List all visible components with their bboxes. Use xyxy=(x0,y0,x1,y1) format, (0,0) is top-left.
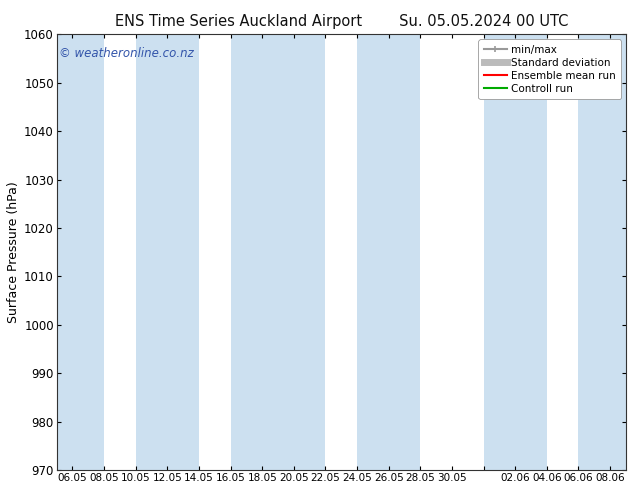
Bar xyxy=(231,34,325,470)
Bar xyxy=(357,34,420,470)
Text: © weatheronline.co.nz: © weatheronline.co.nz xyxy=(60,48,194,60)
Bar xyxy=(484,34,547,470)
Legend: min/max, Standard deviation, Ensemble mean run, Controll run: min/max, Standard deviation, Ensemble me… xyxy=(479,39,621,99)
Bar xyxy=(578,34,634,470)
Bar xyxy=(136,34,199,470)
Title: ENS Time Series Auckland Airport        Su. 05.05.2024 00 UTC: ENS Time Series Auckland Airport Su. 05.… xyxy=(115,14,568,29)
Y-axis label: Surface Pressure (hPa): Surface Pressure (hPa) xyxy=(7,181,20,323)
Bar xyxy=(41,34,104,470)
